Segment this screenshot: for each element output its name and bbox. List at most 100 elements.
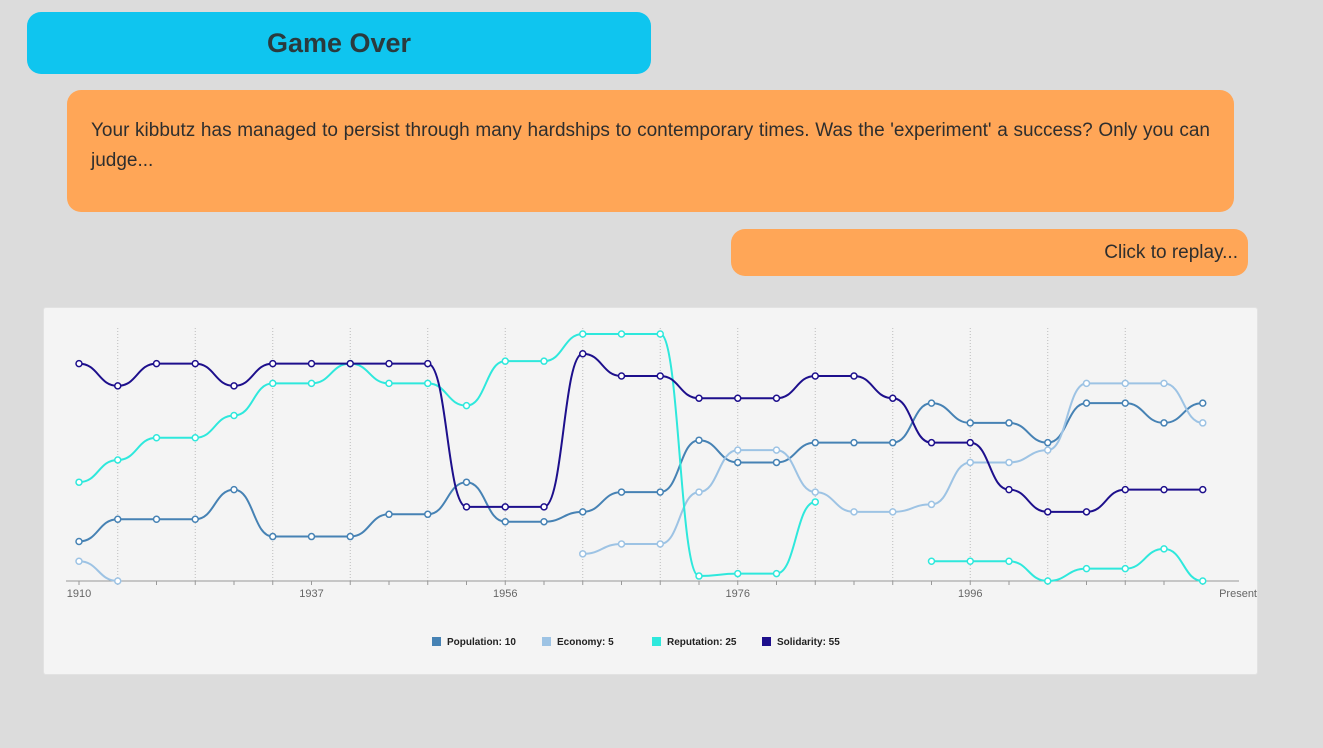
data-point[interactable] xyxy=(811,438,819,447)
data-point[interactable] xyxy=(1160,545,1168,553)
data-point[interactable] xyxy=(75,359,83,368)
data-point[interactable] xyxy=(1199,485,1207,494)
data-point[interactable] xyxy=(966,557,974,565)
data-point[interactable] xyxy=(927,438,936,447)
data-point[interactable] xyxy=(114,382,122,390)
data-point[interactable] xyxy=(695,394,703,402)
data-point[interactable] xyxy=(1082,508,1091,516)
data-point[interactable] xyxy=(695,436,703,444)
data-point[interactable] xyxy=(772,569,781,578)
data-point[interactable] xyxy=(114,515,122,523)
data-point[interactable] xyxy=(617,540,626,548)
data-point[interactable] xyxy=(579,330,587,338)
data-point[interactable] xyxy=(656,372,664,380)
data-point[interactable] xyxy=(75,537,83,546)
data-point[interactable] xyxy=(734,569,742,578)
data-point[interactable] xyxy=(424,359,432,368)
data-point[interactable] xyxy=(501,357,509,365)
data-point[interactable] xyxy=(889,438,897,447)
data-point[interactable] xyxy=(385,379,393,388)
data-point[interactable] xyxy=(1005,419,1013,427)
data-point[interactable] xyxy=(230,411,238,420)
data-point[interactable] xyxy=(850,508,858,516)
data-point[interactable] xyxy=(1044,577,1052,585)
data-point[interactable] xyxy=(501,517,509,526)
data-point[interactable] xyxy=(734,394,742,402)
data-point[interactable] xyxy=(307,532,316,541)
data-point[interactable] xyxy=(1082,399,1091,407)
data-point[interactable] xyxy=(307,379,316,388)
data-point[interactable] xyxy=(617,488,626,496)
data-point[interactable] xyxy=(269,379,277,388)
data-point[interactable] xyxy=(385,510,393,519)
data-point[interactable] xyxy=(579,350,587,358)
replay-button[interactable]: Click to replay... xyxy=(731,229,1248,276)
data-point[interactable] xyxy=(966,419,974,427)
data-point[interactable] xyxy=(191,515,199,523)
data-point[interactable] xyxy=(579,508,587,516)
data-point[interactable] xyxy=(152,515,161,523)
data-point[interactable] xyxy=(1160,379,1168,388)
data-point[interactable] xyxy=(811,498,819,506)
data-point[interactable] xyxy=(191,359,199,368)
data-point[interactable] xyxy=(75,478,83,486)
data-point[interactable] xyxy=(1121,485,1129,494)
data-point[interactable] xyxy=(772,446,781,454)
data-point[interactable] xyxy=(656,330,664,338)
data-point[interactable] xyxy=(114,577,122,585)
data-point[interactable] xyxy=(1121,399,1129,407)
data-point[interactable] xyxy=(1005,485,1013,494)
data-point[interactable] xyxy=(1082,379,1091,388)
data-point[interactable] xyxy=(307,359,316,368)
data-point[interactable] xyxy=(1044,508,1052,516)
data-point[interactable] xyxy=(191,433,199,442)
data-point[interactable] xyxy=(656,488,664,496)
data-point[interactable] xyxy=(656,540,664,548)
data-point[interactable] xyxy=(462,503,471,511)
data-point[interactable] xyxy=(462,401,471,410)
data-point[interactable] xyxy=(1044,446,1052,454)
data-point[interactable] xyxy=(927,557,936,565)
data-point[interactable] xyxy=(927,399,936,407)
data-point[interactable] xyxy=(695,488,703,496)
data-point[interactable] xyxy=(772,458,781,467)
data-point[interactable] xyxy=(1199,399,1207,407)
data-point[interactable] xyxy=(1160,485,1168,494)
data-point[interactable] xyxy=(346,359,354,368)
data-point[interactable] xyxy=(462,478,471,486)
data-point[interactable] xyxy=(269,532,277,541)
data-point[interactable] xyxy=(850,372,858,380)
data-point[interactable] xyxy=(269,359,277,368)
data-point[interactable] xyxy=(114,456,122,464)
data-point[interactable] xyxy=(850,438,858,447)
data-point[interactable] xyxy=(811,488,819,496)
data-point[interactable] xyxy=(540,357,548,365)
data-point[interactable] xyxy=(152,359,161,368)
data-point[interactable] xyxy=(889,508,897,516)
data-point[interactable] xyxy=(501,503,509,511)
data-point[interactable] xyxy=(617,330,626,338)
data-point[interactable] xyxy=(1044,438,1052,447)
data-point[interactable] xyxy=(734,446,742,454)
data-point[interactable] xyxy=(1199,577,1207,585)
data-point[interactable] xyxy=(540,503,548,511)
data-point[interactable] xyxy=(811,372,819,380)
data-point[interactable] xyxy=(927,500,936,509)
data-point[interactable] xyxy=(695,572,703,580)
data-point[interactable] xyxy=(1005,458,1013,467)
data-point[interactable] xyxy=(1160,419,1168,427)
data-point[interactable] xyxy=(346,532,354,541)
data-point[interactable] xyxy=(1121,379,1129,388)
data-point[interactable] xyxy=(1199,419,1207,427)
data-point[interactable] xyxy=(230,485,238,494)
data-point[interactable] xyxy=(772,394,781,402)
data-point[interactable] xyxy=(424,510,432,519)
data-point[interactable] xyxy=(579,550,587,558)
data-point[interactable] xyxy=(1121,564,1129,573)
data-point[interactable] xyxy=(75,557,83,565)
data-point[interactable] xyxy=(734,458,742,467)
data-point[interactable] xyxy=(966,458,974,467)
data-point[interactable] xyxy=(424,379,432,388)
data-point[interactable] xyxy=(966,438,974,447)
data-point[interactable] xyxy=(540,517,548,526)
